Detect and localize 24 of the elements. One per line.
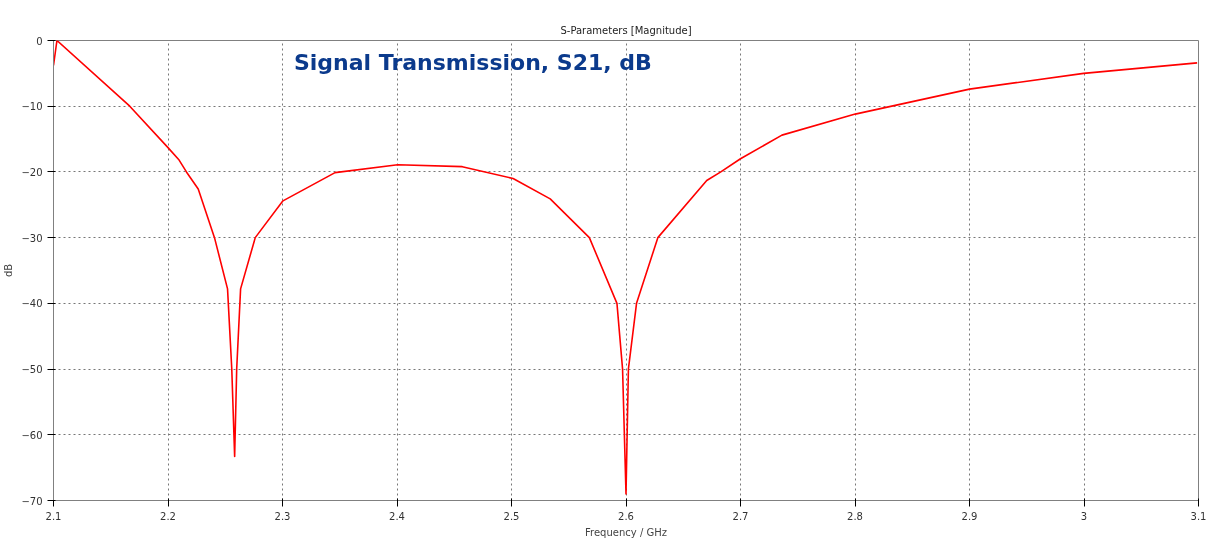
x-tick-label: 2.4: [389, 510, 405, 522]
y-tick-label: −70: [21, 495, 43, 507]
y-tick-label: −20: [21, 166, 43, 178]
x-tick-label: 2.8: [847, 510, 863, 522]
y-axis-title: dB: [3, 263, 15, 278]
chart-title: S-Parameters [Magnitude]: [560, 24, 692, 36]
line-series: [53, 40, 1198, 495]
x-axis-title: Frequency / GHz: [585, 526, 667, 538]
x-tick-label: 2.7: [732, 510, 749, 522]
y-tick-label: −40: [21, 298, 43, 310]
x-tick-label: 2.6: [618, 510, 634, 522]
x-tick-label: 2.9: [961, 510, 978, 522]
y-tick-label: 0: [36, 35, 43, 47]
x-tick-label: 2.1: [45, 510, 62, 522]
y-tick-label: −10: [21, 101, 43, 113]
y-tick-label: −60: [21, 429, 43, 441]
y-tick-label: −50: [21, 364, 43, 376]
x-tick-label: 3.1: [1190, 510, 1207, 522]
x-tick-label: 2.2: [160, 510, 176, 522]
y-tick-label: −30: [21, 232, 43, 244]
x-tick-label: 2.5: [503, 510, 520, 522]
x-tick-label: 2.3: [274, 510, 291, 522]
x-tick-label: 3: [1080, 510, 1088, 522]
annotation: Signal Transmission, S21, dB: [293, 49, 652, 75]
